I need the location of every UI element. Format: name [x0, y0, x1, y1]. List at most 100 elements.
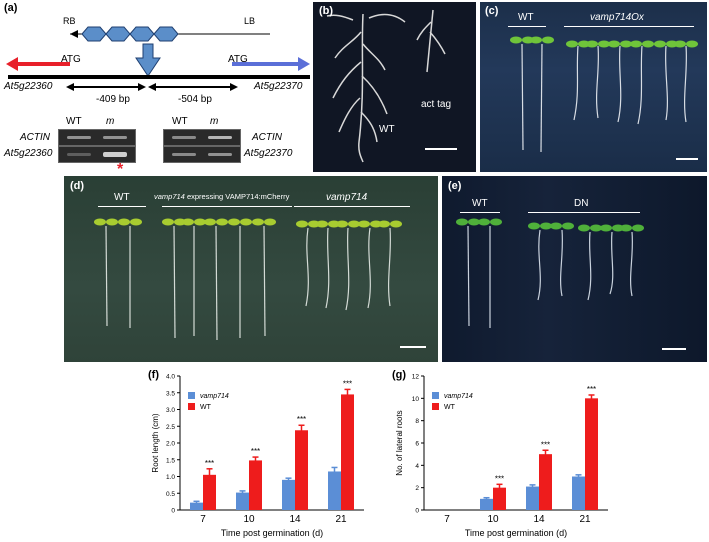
gel2-actin: [163, 129, 241, 146]
significance-mark: ***: [587, 385, 596, 394]
bar-wt: [295, 430, 308, 510]
y-tick-label: 0: [171, 508, 175, 515]
y-tick-label: 4.0: [166, 374, 175, 381]
panel-c-wt: WT: [518, 12, 534, 23]
legend-swatch: [432, 403, 439, 410]
x-tick-label: 10: [243, 514, 255, 525]
gel1-actin: [58, 129, 136, 146]
legend-label: vamp714: [444, 393, 473, 400]
y-tick-label: 10: [412, 396, 420, 403]
panel-d-right: vamp714: [326, 192, 368, 203]
significance-mark: ***: [343, 379, 352, 388]
gel2-wt: WT: [172, 116, 188, 127]
x-axis-label: Time post germination (d): [221, 528, 323, 538]
y-axis-label: Root length (cm): [151, 413, 160, 472]
y-tick-label: 3.0: [166, 407, 175, 414]
panel-c-ox: vamp714Ox: [590, 12, 644, 23]
legend-label: WT: [444, 404, 456, 411]
panel-b-act: act tag: [421, 99, 452, 110]
panel-a-label: (a): [4, 2, 18, 14]
bar-wt: [249, 460, 262, 510]
chart-g: (g) 0 2 4 6 8 10 12 No. of lateral roots 7 *** 10 **…: [392, 369, 608, 538]
chart-panel-label: (g): [392, 369, 406, 381]
panel-e-seedlings: [456, 218, 644, 328]
gel1-row1: ACTIN: [20, 132, 50, 143]
panel-b-scalebar: [425, 148, 457, 150]
chart-f: (f) 0 0.5 1.0 1.5 2.0 2.5 3.0 3.5 4.0 Root length …: [148, 369, 364, 538]
atg-right: ATG: [228, 54, 248, 65]
panel-b-roots: [326, 9, 446, 163]
significance-mark: ***: [297, 415, 306, 424]
bar-wt: [539, 454, 552, 510]
x-tick-label: 10: [487, 514, 499, 525]
y-tick-label: 0: [415, 508, 419, 515]
gel1-m: m: [106, 116, 115, 127]
insertion-arrow: [135, 43, 161, 77]
gene-left-label: At5g22360: [4, 81, 53, 92]
y-tick-label: 6: [415, 441, 419, 448]
panel-b-wt: WT: [379, 124, 395, 135]
gene-diagram: [6, 26, 310, 91]
bar-vamp714: [190, 502, 203, 510]
panel-d-scalebar: [400, 346, 426, 348]
panel-c-seedlings: [510, 36, 698, 153]
legend-swatch: [188, 392, 195, 399]
bar-vamp714: [236, 492, 249, 510]
panel-c-scalebar: [676, 158, 698, 160]
dist-left-label: -409 bp: [96, 94, 130, 105]
y-tick-label: 0.5: [166, 491, 175, 498]
panel-e: WT DN: [442, 176, 707, 362]
gel1-star: *: [117, 161, 124, 178]
y-tick-label: 4: [415, 463, 419, 470]
panel-c: WT vamp714Ox: [480, 2, 707, 172]
bar-vamp714: [282, 479, 295, 510]
gel2-target: [163, 146, 241, 163]
panel-e-wt: WT: [472, 198, 488, 209]
panel-b: WT act tag: [313, 2, 476, 172]
gel1-row2: At5g22360: [4, 148, 53, 159]
panel-e-label: (e): [448, 180, 462, 192]
x-tick-label: 21: [335, 514, 347, 525]
bar-vamp714: [572, 476, 585, 510]
x-tick-label: 21: [579, 514, 591, 525]
tdna-arrowhead: [70, 30, 78, 38]
bar-vamp714: [526, 486, 539, 510]
y-tick-label: 3.5: [166, 390, 175, 397]
bar-wt: [341, 394, 354, 510]
panel-e-scalebar: [662, 348, 686, 350]
panel-d-seedlings: [94, 218, 402, 341]
tdna-exons: [81, 26, 179, 42]
genomic-line: [8, 75, 310, 79]
x-tick-label: 14: [289, 514, 301, 525]
significance-mark: ***: [495, 474, 504, 483]
lb-label: LB: [244, 16, 256, 26]
significance-mark: ***: [205, 459, 214, 468]
y-tick-label: 2.0: [166, 441, 175, 448]
y-tick-label: 1.5: [166, 457, 175, 464]
significance-mark: ***: [541, 440, 550, 449]
x-axis-label: Time post germination (d): [465, 528, 567, 538]
gel1-wt: WT: [66, 116, 82, 127]
y-tick-label: 2.5: [166, 424, 175, 431]
bar-wt: [493, 487, 506, 510]
panel-d-label: (d): [70, 180, 85, 192]
rb-label: RB: [63, 16, 76, 26]
y-tick-label: 2: [415, 485, 419, 492]
x-tick-label: 7: [200, 514, 206, 525]
panel-d-wt: WT: [114, 192, 130, 203]
bar-wt: [203, 474, 216, 510]
significance-mark: ***: [251, 447, 260, 456]
y-axis-label: No. of lateral roots: [395, 410, 404, 475]
y-tick-label: 12: [412, 374, 420, 381]
atg-left: ATG: [61, 54, 81, 65]
panel-e-dn: DN: [574, 198, 589, 209]
panel-c-label: (c): [485, 5, 499, 17]
bar-wt: [585, 398, 598, 510]
gel2-row1: ACTIN: [252, 132, 282, 143]
chart-panel-label: (f): [148, 369, 159, 381]
y-tick-label: 8: [415, 418, 419, 425]
gene-right-label: At5g22370: [254, 81, 303, 92]
legend-swatch: [188, 403, 195, 410]
gel2-row2: At5g22370: [244, 148, 293, 159]
panel-b-label: (b): [319, 5, 334, 17]
